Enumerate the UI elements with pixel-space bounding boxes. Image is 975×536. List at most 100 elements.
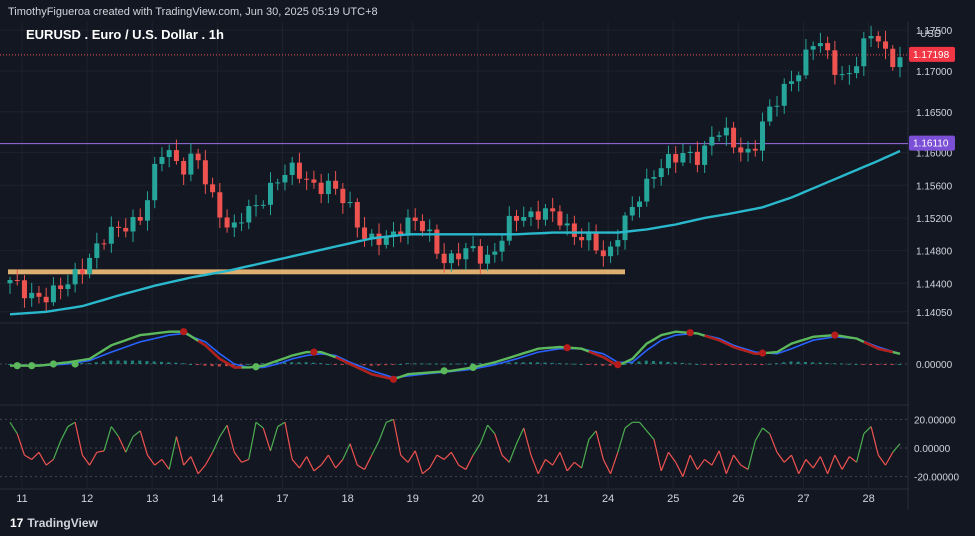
candle-body[interactable]: [456, 253, 462, 260]
candle-body[interactable]: [608, 246, 614, 257]
y-tick-label[interactable]: 1.14050: [916, 308, 953, 319]
candle-body[interactable]: [94, 243, 100, 258]
x-tick-label[interactable]: 26: [732, 493, 744, 505]
candle-body[interactable]: [709, 136, 715, 146]
candle-body[interactable]: [637, 201, 643, 207]
candle-body[interactable]: [123, 227, 129, 232]
candle-body[interactable]: [239, 222, 245, 224]
candle-body[interactable]: [738, 147, 744, 153]
candle-body[interactable]: [571, 223, 577, 237]
candle-body[interactable]: [846, 73, 852, 75]
candle-body[interactable]: [369, 233, 375, 239]
candle-body[interactable]: [289, 162, 295, 176]
candle-body[interactable]: [615, 240, 621, 247]
candle-body[interactable]: [405, 217, 411, 236]
candle-body[interactable]: [195, 153, 201, 161]
oscillator-y-tick-label[interactable]: 0.00000: [916, 360, 953, 371]
candle-body[interactable]: [716, 135, 722, 137]
x-tick-label[interactable]: 11: [16, 493, 27, 505]
candle-body[interactable]: [412, 217, 418, 222]
candle-body[interactable]: [137, 217, 143, 221]
candle-body[interactable]: [485, 254, 491, 264]
candle-body[interactable]: [477, 246, 483, 264]
candle-body[interactable]: [398, 231, 404, 236]
candle-body[interactable]: [579, 236, 585, 241]
candle-body[interactable]: [152, 163, 158, 201]
candle-body[interactable]: [810, 46, 816, 50]
candle-body[interactable]: [173, 150, 179, 162]
y-tick-label[interactable]: 1.17500: [916, 26, 953, 37]
cross-marker[interactable]: [614, 361, 622, 369]
candle-body[interactable]: [333, 180, 339, 189]
y-tick-label[interactable]: 1.14400: [916, 279, 953, 290]
momentum-y-tick-label[interactable]: 20.00000: [914, 415, 956, 426]
cross-marker[interactable]: [180, 328, 188, 336]
candle-body[interactable]: [376, 233, 382, 245]
candle-body[interactable]: [868, 36, 874, 39]
candle-body[interactable]: [665, 154, 671, 169]
candle-body[interactable]: [745, 148, 751, 153]
candle-body[interactable]: [434, 229, 440, 254]
candle-body[interactable]: [897, 57, 903, 68]
candle-body[interactable]: [673, 154, 679, 163]
cross-marker[interactable]: [310, 348, 318, 356]
candle-body[interactable]: [181, 161, 187, 175]
symbol-title[interactable]: EURUSD . Euro / U.S. Dollar . 1h: [26, 27, 224, 42]
candle-body[interactable]: [79, 268, 85, 274]
x-tick-label[interactable]: 12: [81, 493, 93, 505]
candle-body[interactable]: [282, 175, 288, 183]
x-tick-label[interactable]: 18: [341, 493, 353, 505]
candle-body[interactable]: [839, 74, 845, 76]
candle-body[interactable]: [593, 231, 599, 251]
candle-body[interactable]: [21, 280, 27, 299]
candle-body[interactable]: [427, 229, 433, 232]
x-tick-label[interactable]: 21: [537, 493, 549, 505]
cross-marker[interactable]: [469, 363, 477, 371]
x-tick-label[interactable]: 14: [211, 493, 223, 505]
y-tick-label[interactable]: 1.16000: [916, 149, 953, 160]
candle-body[interactable]: [622, 215, 628, 241]
cross-marker[interactable]: [13, 362, 21, 370]
oscillator-fast-line[interactable]: [10, 330, 901, 381]
candle-body[interactable]: [7, 279, 13, 284]
candle-body[interactable]: [651, 177, 657, 179]
candle-body[interactable]: [441, 253, 447, 264]
candle-body[interactable]: [883, 41, 889, 49]
candle-body[interactable]: [890, 48, 896, 68]
candle-body[interactable]: [680, 152, 686, 163]
candle-body[interactable]: [267, 182, 273, 205]
last-price-label[interactable]: 1.17198: [913, 50, 950, 61]
candle-body[interactable]: [774, 105, 780, 107]
candle-body[interactable]: [36, 292, 42, 297]
candle-body[interactable]: [564, 223, 570, 226]
candle-body[interactable]: [116, 226, 122, 228]
y-tick-label[interactable]: 1.17000: [916, 67, 953, 78]
candle-body[interactable]: [470, 246, 476, 249]
candle-body[interactable]: [318, 182, 324, 195]
candle-body[interactable]: [514, 215, 520, 221]
candle-body[interactable]: [362, 227, 368, 239]
y-tick-label[interactable]: 1.15200: [916, 214, 953, 225]
candle-body[interactable]: [354, 202, 360, 228]
candle-body[interactable]: [210, 184, 216, 193]
y-tick-label[interactable]: 1.16500: [916, 108, 953, 119]
level-badge[interactable]: [909, 135, 955, 151]
candle-body[interactable]: [275, 182, 281, 184]
candle-body[interactable]: [803, 49, 809, 76]
candle-body[interactable]: [72, 268, 78, 285]
cross-marker[interactable]: [563, 344, 571, 352]
candle-body[interactable]: [767, 106, 773, 122]
candle-body[interactable]: [781, 83, 787, 106]
candle-body[interactable]: [629, 206, 635, 216]
candle-body[interactable]: [694, 151, 700, 165]
candle-body[interactable]: [861, 38, 867, 67]
oscillator-pane[interactable]: [0, 328, 908, 383]
candle-body[interactable]: [217, 192, 223, 218]
candle-body[interactable]: [550, 208, 556, 212]
candle-body[interactable]: [253, 205, 259, 207]
candle-body[interactable]: [29, 292, 35, 299]
cross-marker[interactable]: [71, 360, 79, 368]
last-price-badge[interactable]: [909, 46, 955, 62]
candle-body[interactable]: [557, 211, 563, 226]
oscillator-bearish-line[interactable]: [197, 334, 894, 381]
